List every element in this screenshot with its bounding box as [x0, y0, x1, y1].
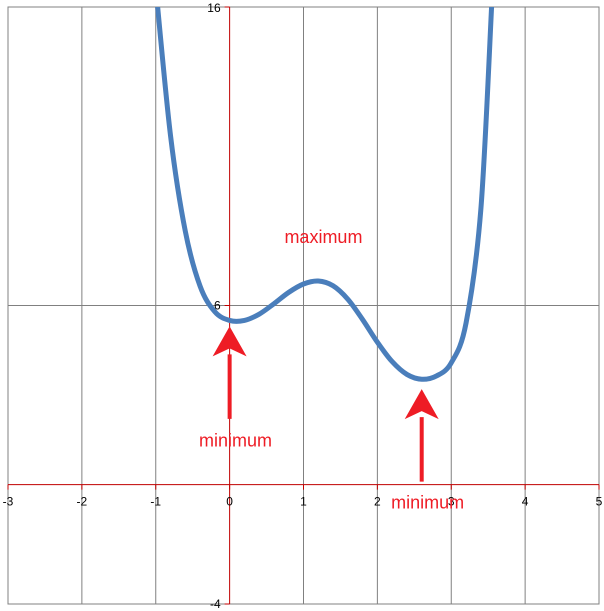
x-tick-label: 5	[596, 495, 603, 509]
x-tick-label: 4	[522, 495, 529, 509]
x-tick-label: 1	[300, 495, 307, 509]
x-tick-label: 2	[374, 495, 381, 509]
grid	[7, 6, 600, 605]
x-tick-label: 3	[448, 495, 455, 509]
curve-layer	[155, 7, 495, 382]
tick-labels: -3 -2 -1 0 1 2 3 4 5 16 6 -4	[3, 1, 603, 611]
annotation-label-minimum: minimum	[391, 492, 464, 512]
y-tick-label: -4	[210, 597, 221, 611]
annotation-label-minimum: minimum	[199, 430, 272, 450]
series-line	[155, 7, 495, 382]
arrow-head	[404, 389, 439, 420]
annotations: maximum minimum minimum	[199, 227, 464, 513]
axes	[7, 6, 600, 605]
y-tick-label: 6	[214, 299, 221, 313]
y-tick-label: 16	[207, 1, 221, 15]
x-tick-label: -1	[150, 495, 161, 509]
x-tick-label: -3	[3, 495, 14, 509]
x-tick-label: -2	[77, 495, 88, 509]
x-tick-label: 0	[226, 495, 233, 509]
annotation-label-maximum: maximum	[284, 227, 362, 247]
arrow-head	[212, 326, 247, 357]
